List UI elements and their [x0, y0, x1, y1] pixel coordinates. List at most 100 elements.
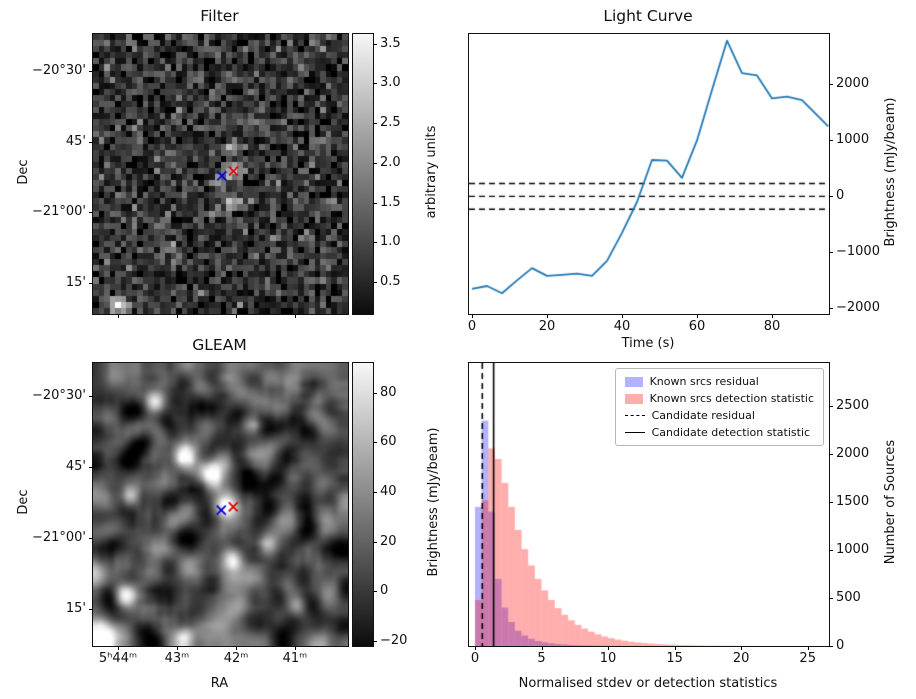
gleam-xtick: [236, 646, 238, 650]
legend-item-candidate-residual: Candidate residual: [624, 409, 814, 422]
lc-xtick-label: 0: [467, 319, 477, 334]
lc-ytick-label: 0: [836, 188, 845, 204]
lc-xtick-label: 20: [538, 319, 556, 334]
gleam-ytick-label: 45': [65, 459, 86, 475]
legend-solid-line-swatch: [624, 432, 645, 433]
gleam-colorbar-tick-label: 0: [380, 583, 389, 599]
legend-item-known-residual: Known srcs residual: [624, 375, 814, 388]
lc-ytick: [829, 308, 833, 310]
filter-ytick-label: 45': [65, 134, 86, 150]
lc-ytick-label: 2000: [836, 76, 870, 92]
histogram-xlabel: Normalised stdev or detection statistics: [518, 676, 778, 691]
gleam-ytick-label: 15': [65, 600, 86, 616]
hist-ytick-label: 500: [836, 590, 861, 606]
gleam-xtick-label: 43ᵐ: [164, 651, 190, 666]
legend-dashed-line-swatch: [624, 415, 645, 416]
legend-item-known-detstat: Known srcs detection statistic: [624, 392, 814, 405]
lc-xtick-label: 40: [613, 319, 631, 334]
light-curve-canvas: [469, 34, 829, 314]
gleam-colorbar-tick: [373, 591, 377, 593]
filter-colorbar-tick: [373, 83, 377, 85]
gleam-colorbar-tick-label: 60: [380, 434, 397, 450]
lc-ytick-label: 1000: [836, 132, 870, 148]
hist-ytick-label: 2000: [836, 446, 870, 462]
hist-xtick: [674, 646, 676, 650]
lc-xtick-label: 60: [688, 319, 706, 334]
lc-ytick-label: −1000: [836, 244, 880, 260]
gleam-colorbar-tick-label: 20: [380, 533, 397, 549]
gleam-colorbar-tick: [373, 641, 377, 643]
hist-ytick: [829, 502, 833, 504]
gleam-colorbar-tick: [373, 442, 377, 444]
filter-colorbar-tick-label: 3.0: [380, 75, 401, 91]
hist-xtick-label: 20: [732, 651, 750, 666]
filter-colorbar-tick: [373, 123, 377, 125]
gleam-ytick-label: −21°00': [31, 529, 86, 545]
lc-ytick-label: −2000: [836, 300, 880, 316]
hist-ytick: [829, 646, 833, 647]
gleam-xtick: [176, 646, 178, 650]
filter-xtick: [176, 314, 178, 318]
filter-ytick: [89, 142, 93, 144]
lc-xtick: [697, 314, 698, 318]
hist-ytick: [829, 454, 833, 456]
filter-xtick: [294, 314, 296, 318]
histogram-plot: Known srcs residual Known srcs detection…: [468, 362, 869, 666]
lc-xtick: [772, 314, 773, 318]
histogram-ylabel: Number of Sources: [883, 439, 898, 565]
legend-label-candidate-residual: Candidate residual: [651, 409, 755, 422]
gleam-colorbar-label: Brightness (mJy/beam): [426, 427, 441, 577]
light-curve-title: Light Curve: [603, 7, 693, 25]
hist-xtick: [741, 646, 743, 650]
hist-xtick-label: 15: [666, 651, 683, 666]
filter-colorbar-tick-label: 2.5: [380, 115, 401, 131]
hist-xtick: [541, 646, 543, 650]
hist-ytick: [829, 550, 833, 552]
filter-colorbar-tick: [373, 202, 377, 204]
filter-ytick: [89, 212, 93, 214]
gleam-xtick-label: 42ᵐ: [223, 651, 249, 666]
hist-xtick: [474, 646, 476, 650]
filter-colorbar-label: arbitrary units: [424, 125, 439, 219]
gleam-colorbar-tick-label: 80: [380, 384, 397, 400]
filter-colorbar-tick: [373, 43, 377, 45]
lc-ytick: [829, 84, 833, 86]
gleam-colorbar: −20 0 20 40 60 80: [352, 362, 407, 648]
hist-xtick: [807, 646, 809, 650]
gleam-ytick: [89, 537, 93, 539]
hist-ytick: [829, 406, 833, 408]
gleam-colorbar-tick-label: 40: [380, 484, 397, 500]
hist-ytick: [829, 598, 833, 600]
filter-colorbar-tick-label: 3.5: [380, 35, 401, 51]
filter-colorbar-tick: [373, 282, 377, 284]
lc-xtick: [472, 314, 473, 318]
lc-ytick: [829, 140, 833, 142]
hist-xtick: [608, 646, 610, 650]
gleam-title: GLEAM: [192, 336, 247, 354]
gleam-ylabel: Dec: [16, 489, 31, 515]
hist-xtick-label: 25: [799, 651, 816, 666]
hist-ytick-label: 0: [836, 638, 845, 653]
lc-xtick-label: 80: [763, 319, 781, 334]
light-curve-ylabel: Brightness (mJy/beam): [883, 97, 898, 247]
light-curve-xlabel: Time (s): [621, 336, 675, 351]
lc-ytick: [829, 252, 833, 254]
histogram-legend: Known srcs residual Known srcs detection…: [614, 368, 824, 446]
filter-title: Filter: [200, 7, 239, 25]
hist-ytick-label: 1500: [836, 494, 870, 510]
filter-colorbar: 0.5 1.0 1.5 2.0 2.5 3.0 3.5: [352, 33, 401, 315]
gleam-ytick: [89, 467, 93, 469]
lc-xtick: [547, 314, 548, 318]
light-curve-plot: 0 20 40 60 80 −2000 −1000 0 1000 2000: [468, 33, 880, 334]
filter-ylabel: Dec: [16, 159, 31, 185]
legend-label-known-detstat: Known srcs detection statistic: [649, 392, 814, 405]
gleam-plot: −20°30' 45' −21°00' 15' 5ʰ44ᵐ 43ᵐ 42ᵐ 41ᵐ: [32, 362, 349, 666]
gleam-colorbar-tick: [373, 541, 377, 543]
filter-plot: −20°30' 45' −21°00' 15': [32, 33, 349, 318]
gleam-colorbar-tick-label: −20: [380, 633, 408, 649]
gleam-xlabel: RA: [210, 676, 229, 691]
legend-patch-known-detstat: [624, 393, 643, 404]
filter-colorbar-tick-label: 1.5: [380, 194, 401, 210]
legend-label-known-residual: Known srcs residual: [649, 375, 759, 388]
